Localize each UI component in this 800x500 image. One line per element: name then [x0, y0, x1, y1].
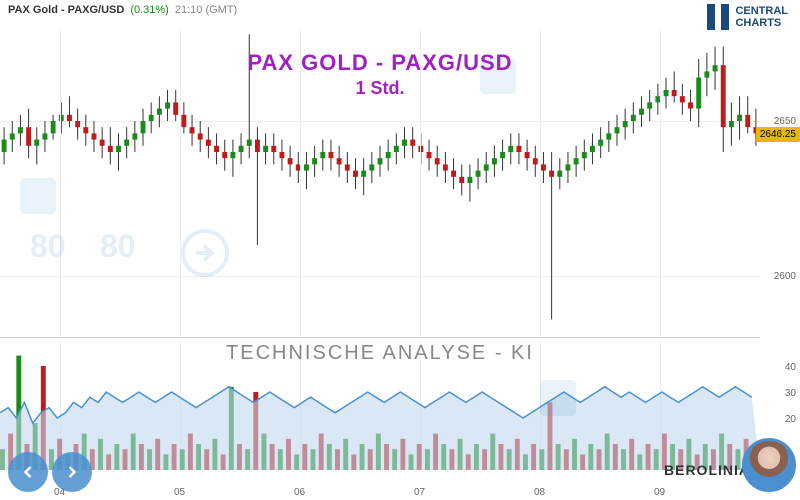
time-axis: 040506070809 [0, 482, 760, 500]
ind-tick: 30 [785, 388, 796, 399]
watermark-arrow-icon [180, 228, 230, 283]
x-tick: 09 [654, 487, 665, 498]
x-tick: 06 [294, 487, 305, 498]
chart-header: PAX Gold - PAXG/USD (0.31%) 21:10 (GMT) [0, 0, 800, 20]
x-tick: 05 [174, 487, 185, 498]
ind-tick: 20 [785, 414, 796, 425]
logo-line1: CENTRAL [735, 5, 788, 17]
next-button[interactable] [52, 452, 92, 492]
watermark-chart-icon [20, 178, 56, 214]
y-tick: 2600 [774, 271, 796, 282]
analyst-avatar[interactable] [742, 438, 796, 492]
watermark-80: 80 [100, 228, 136, 265]
brand-logo[interactable]: CENTRAL CHARTS [707, 4, 788, 30]
timestamp: 21:10 (GMT) [175, 4, 237, 16]
logo-text: CENTRAL CHARTS [735, 5, 788, 29]
watermark-80: 80 [30, 228, 66, 265]
title-main: PAX GOLD - PAXG/USD [0, 50, 760, 76]
y-tick: 2650 [774, 116, 796, 127]
instrument-name: PAX Gold - PAXG/USD [8, 4, 124, 16]
nav-buttons [8, 452, 92, 492]
pct-change: (0.31%) [130, 4, 169, 16]
ind-tick: 40 [785, 362, 796, 373]
price-axis: 2650 2600 2646.25 [760, 28, 800, 338]
berolinia-label: BEROLINIA [664, 462, 750, 478]
current-price: 2646.25 [756, 127, 800, 142]
x-tick: 07 [414, 487, 425, 498]
prev-button[interactable] [8, 452, 48, 492]
chart-title: PAX GOLD - PAXG/USD 1 Std. [0, 50, 760, 99]
x-tick: 08 [534, 487, 545, 498]
watermark-doc-icon [540, 380, 576, 416]
analysis-subtitle: TECHNISCHE ANALYSE - KI [0, 342, 760, 365]
logo-icon [707, 4, 729, 30]
title-timeframe: 1 Std. [0, 78, 760, 99]
watermark-92: 92 [590, 138, 606, 154]
